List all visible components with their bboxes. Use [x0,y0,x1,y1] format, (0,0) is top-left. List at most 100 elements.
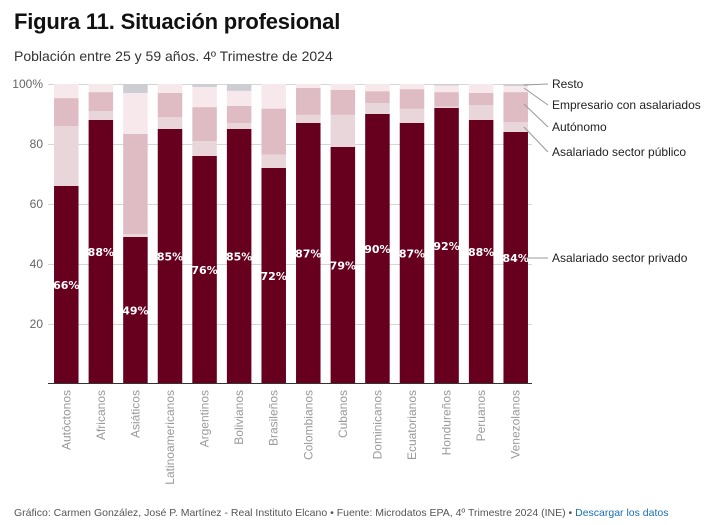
data-label: 92% [433,240,459,253]
bar-segment [330,114,356,147]
bar-segment [434,84,459,86]
bar-stack [296,84,321,384]
bar-segment [123,133,148,234]
bar-segment [261,154,286,168]
chart-subtitle: Población entre 25 y 59 años. 4º Trimest… [14,48,333,64]
bar-segment [468,120,494,384]
bar-stack [261,84,286,384]
bar-segment [503,86,528,93]
bar-segment [123,237,148,384]
bar-segment [503,122,528,132]
x-tick-label: Venezolanos [509,390,523,459]
bar-segment [365,84,390,92]
data-label: 72% [261,270,287,283]
legend-label: Autónomo [552,120,607,134]
bar-segment [157,84,183,93]
data-label: 85% [226,251,252,264]
x-tick-label: Cubanos [336,390,350,438]
y-tick-label: 20 [30,317,44,331]
bar-stack [365,84,390,384]
bar-segment [261,108,286,155]
y-tick-label: 100% [12,77,43,91]
x-tick-label: Asiáticos [128,390,142,438]
bar-segment [54,186,79,384]
x-tick-label: Autóctonos [59,390,73,450]
bar-segment [226,129,252,384]
bar-segment [192,87,217,108]
y-tick-label: 60 [30,197,44,211]
y-tick-label: 80 [30,137,44,151]
x-tick-label: Africanos [94,390,108,440]
bar-segment [296,84,321,88]
bar-segment [399,123,425,384]
chart-title: Figura 11. Situación profesional [14,9,341,34]
bar-segment [192,156,217,384]
bar-segment [330,90,356,115]
bar-segment [434,106,459,108]
data-label: 79% [330,260,356,273]
bar-segment [226,105,252,123]
bar-segment [365,91,390,104]
x-tick-label: Dominicanos [370,390,384,459]
data-label: 84% [503,252,529,265]
bar-segment [54,98,79,126]
bar-segment [123,234,148,237]
bar-stack [88,84,114,384]
bar-segment [503,132,528,384]
bar-segment [330,147,356,384]
bar-stack [330,84,356,384]
data-label: 87% [295,248,321,261]
data-label: 85% [157,251,183,264]
bar-segment [434,85,459,93]
bar-segment [226,90,252,106]
bar-segment [296,87,321,115]
bar-segment [192,84,217,87]
legend-leader-line [523,83,549,86]
y-tick-label: 40 [30,257,44,271]
legend-leader-line [523,126,549,153]
bar-segment [123,93,148,134]
bar-segment [365,103,390,114]
footer-credit: Gráfico: Carmen González, José P. Martín… [14,507,576,519]
data-label: 87% [399,248,425,261]
bar-stack [192,84,217,384]
bar-segment [157,117,183,129]
x-tick-label: Colombianos [301,390,315,460]
bar-segment [226,84,252,91]
bar-segment [468,93,494,105]
bar-segment [54,126,79,186]
bar-segment [88,120,114,384]
data-label: 88% [468,246,494,259]
bar-segment [503,84,528,87]
bar-segment [54,84,79,99]
data-label: 76% [191,264,217,277]
legend: Resto Empresario con asalariados Autónomo A… [523,77,701,265]
x-tick-label: Hondureños [440,390,454,455]
bar-segment [88,84,114,93]
bar-stack [157,84,183,384]
bar-stack [434,84,459,384]
y-axis-ticks: 20 40 60 80 100% [12,77,43,331]
x-tick-label: Bolivianos [232,390,246,445]
gridlines [48,84,532,325]
bar-stack [399,84,425,384]
bar-segment [192,107,217,141]
footer: Gráfico: Carmen González, José P. Martín… [14,507,669,519]
bar-segment [468,105,494,120]
bar-segment [468,84,494,93]
bar-segment [296,114,321,123]
bar-segment [399,108,425,123]
bar-segment [365,114,390,384]
bar-segment [123,84,148,93]
bar-segment [503,92,528,123]
bar-segment [261,168,286,384]
bar-segment [434,92,459,107]
legend-leader-line [523,87,549,106]
bar-segment [157,129,183,384]
bar-stack [468,84,494,384]
download-data-link[interactable]: Descargar los datos [575,507,669,519]
bar-segment [434,108,459,384]
bar-segment [226,123,252,129]
legend-label: Asalariado sector público [552,145,686,159]
bar-segment [296,123,321,384]
